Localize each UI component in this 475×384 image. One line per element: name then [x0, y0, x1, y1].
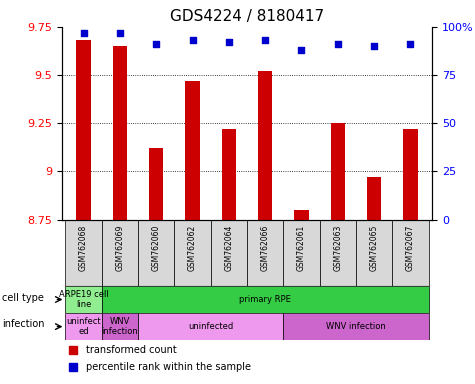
- Bar: [320, 220, 356, 286]
- Point: [334, 41, 342, 47]
- Text: WNV
infection: WNV infection: [102, 317, 138, 336]
- Bar: [403, 129, 418, 220]
- Bar: [258, 71, 273, 220]
- Point: [116, 30, 124, 36]
- Bar: [113, 46, 127, 220]
- Text: GSM762063: GSM762063: [333, 225, 342, 271]
- Bar: [283, 220, 320, 286]
- Point: [189, 37, 196, 43]
- Bar: [392, 220, 428, 286]
- Point: [261, 37, 269, 43]
- Bar: [185, 81, 200, 220]
- Title: GDS4224 / 8180417: GDS4224 / 8180417: [170, 9, 324, 24]
- Bar: [174, 220, 211, 286]
- Text: uninfect
ed: uninfect ed: [66, 317, 101, 336]
- Point: [80, 30, 87, 36]
- Text: percentile rank within the sample: percentile rank within the sample: [86, 362, 251, 372]
- Bar: [66, 286, 102, 313]
- Point: [407, 41, 414, 47]
- Text: GSM762064: GSM762064: [224, 225, 233, 271]
- Bar: [149, 148, 163, 220]
- Text: GSM762066: GSM762066: [261, 225, 270, 271]
- Bar: [367, 177, 381, 220]
- Bar: [331, 123, 345, 220]
- Text: cell type: cell type: [2, 293, 44, 303]
- Text: GSM762068: GSM762068: [79, 225, 88, 271]
- Bar: [356, 220, 392, 286]
- Text: WNV infection: WNV infection: [326, 322, 386, 331]
- Text: GSM762062: GSM762062: [188, 225, 197, 271]
- Bar: [102, 220, 138, 286]
- Bar: [66, 220, 102, 286]
- Text: GSM762067: GSM762067: [406, 225, 415, 271]
- Bar: [102, 313, 138, 340]
- Text: GSM762065: GSM762065: [370, 225, 379, 271]
- Bar: [76, 40, 91, 220]
- Text: GSM762069: GSM762069: [115, 225, 124, 271]
- Text: uninfected: uninfected: [188, 322, 233, 331]
- Point: [152, 41, 160, 47]
- Bar: [294, 210, 309, 220]
- Bar: [138, 313, 283, 340]
- Bar: [211, 220, 247, 286]
- Text: infection: infection: [2, 319, 45, 329]
- Point: [298, 47, 305, 53]
- Bar: [102, 286, 428, 313]
- Bar: [247, 220, 283, 286]
- Text: GSM762060: GSM762060: [152, 225, 161, 271]
- Bar: [221, 129, 236, 220]
- Bar: [283, 313, 428, 340]
- Bar: [138, 220, 174, 286]
- Point: [225, 39, 233, 45]
- Text: GSM762061: GSM762061: [297, 225, 306, 271]
- Text: transformed count: transformed count: [86, 345, 177, 355]
- Point: [370, 43, 378, 49]
- Text: primary RPE: primary RPE: [239, 295, 291, 304]
- Text: ARPE19 cell
line: ARPE19 cell line: [59, 290, 108, 309]
- Bar: [66, 313, 102, 340]
